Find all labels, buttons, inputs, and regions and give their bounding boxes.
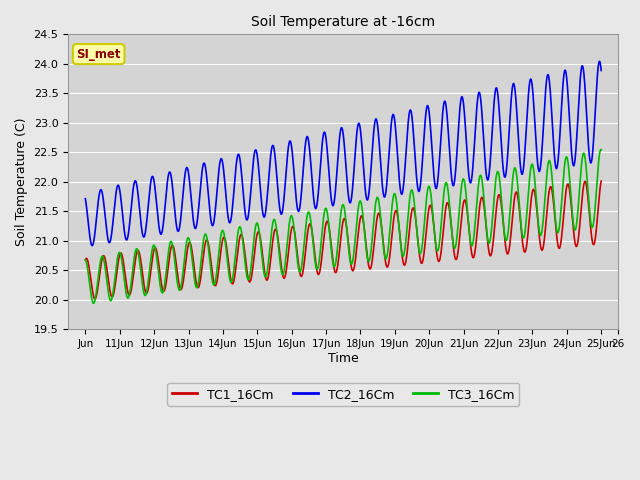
TC3_16Cm (597, 146, 605, 152)
TC1_16Cm (108, 294, 116, 300)
Line: TC3_16Cm: TC3_16Cm (85, 149, 601, 303)
Y-axis label: Soil Temperature (C): Soil Temperature (C) (15, 118, 28, 246)
X-axis label: Time: Time (328, 352, 358, 365)
TC2_16Cm (333, 175, 340, 181)
TC3_16Cm (582, 168, 590, 174)
TC2_16Cm (88, 243, 96, 249)
TC1_16Cm (582, 183, 590, 189)
TC2_16Cm (488, 135, 495, 141)
TC3_16Cm (488, 224, 495, 230)
TC1_16Cm (597, 178, 605, 184)
TC3_16Cm (319, 222, 326, 228)
TC3_16Cm (582, 166, 590, 171)
Text: SI_met: SI_met (76, 48, 121, 60)
TC1_16Cm (582, 181, 590, 187)
TC1_16Cm (81, 257, 89, 263)
TC2_16Cm (596, 59, 604, 64)
Line: TC2_16Cm: TC2_16Cm (85, 61, 601, 246)
TC1_16Cm (91, 296, 99, 302)
TC3_16Cm (597, 147, 605, 153)
Line: TC1_16Cm: TC1_16Cm (85, 181, 601, 299)
TC2_16Cm (319, 136, 326, 142)
TC2_16Cm (108, 228, 116, 234)
TC2_16Cm (81, 196, 89, 202)
TC3_16Cm (90, 300, 97, 306)
TC1_16Cm (319, 245, 326, 251)
TC2_16Cm (582, 105, 590, 111)
Title: Soil Temperature at -16cm: Soil Temperature at -16cm (252, 15, 435, 29)
TC2_16Cm (582, 109, 590, 115)
Legend: TC1_16Cm, TC2_16Cm, TC3_16Cm: TC1_16Cm, TC2_16Cm, TC3_16Cm (167, 383, 519, 406)
TC1_16Cm (488, 249, 495, 255)
TC3_16Cm (333, 255, 340, 261)
TC2_16Cm (597, 68, 605, 73)
TC3_16Cm (108, 296, 116, 301)
TC1_16Cm (333, 269, 340, 275)
TC3_16Cm (81, 257, 89, 263)
